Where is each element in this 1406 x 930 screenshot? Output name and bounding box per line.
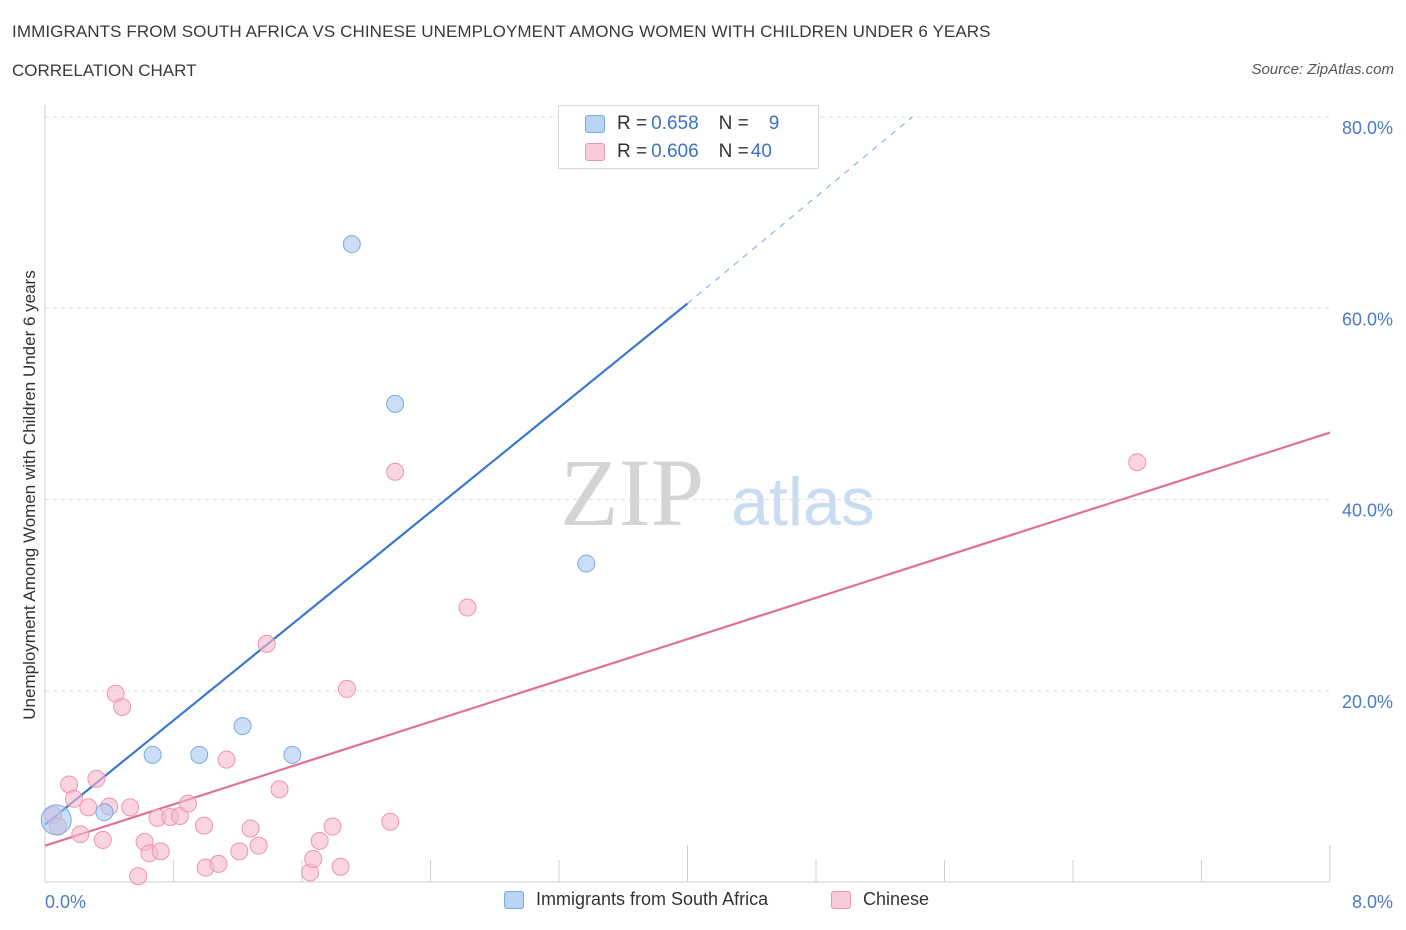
gridlines: [45, 116, 1330, 692]
chinese-point: [151, 842, 170, 861]
chinese-point: [195, 816, 214, 835]
watermark-zip: ZIP: [560, 439, 704, 546]
south-africa-trend-extension: [687, 116, 913, 304]
legend-row-south-africa: R = 0.658 N = 9: [585, 112, 779, 136]
chinese-points: [44, 453, 1147, 886]
chinese-point: [64, 789, 83, 808]
chinese-point: [93, 830, 112, 849]
legend-r-value: 0.658: [651, 113, 699, 134]
chinese-point: [386, 462, 405, 481]
chinese-point: [87, 769, 106, 788]
series-legend: Immigrants from South Africa Chinese: [0, 889, 1406, 915]
south-africa-point: [40, 804, 72, 836]
legend-item-chinese[interactable]: Chinese: [831, 889, 929, 910]
axes: [44, 105, 1331, 883]
chinese-trend-line: [44, 431, 1331, 847]
chinese-point: [257, 634, 276, 653]
legend-swatch-blue: [504, 890, 524, 909]
chart-subtitle: CORRELATION CHART: [12, 61, 197, 80]
chinese-point: [381, 812, 400, 831]
source-note: Source: ZipAtlas.com: [1251, 61, 1394, 78]
south-africa-point: [95, 803, 114, 822]
chinese-point: [323, 817, 342, 836]
south-africa-points: [40, 235, 596, 836]
legend-label-south-africa: Immigrants from South Africa: [536, 889, 769, 909]
tick-labels: 20.0% 40.0% 60.0% 80.0% 0.0% 8.0%: [45, 118, 1393, 912]
y-tick-label: 80.0%: [1342, 118, 1393, 138]
chinese-point: [331, 857, 350, 876]
x-tick-label: 0.0%: [45, 892, 86, 912]
south-africa-point: [190, 745, 209, 764]
chinese-point: [230, 842, 249, 861]
chinese-point: [270, 780, 289, 799]
chinese-point: [178, 794, 197, 813]
legend-r-value: 0.606: [651, 141, 699, 162]
chinese-point: [458, 598, 477, 617]
legend-r-label: R =: [617, 113, 648, 134]
legend-item-south-africa[interactable]: Immigrants from South Africa: [504, 889, 768, 910]
chinese-point: [1128, 453, 1147, 472]
y-tick-label: 20.0%: [1342, 692, 1393, 712]
south-africa-trend-line: [44, 302, 689, 826]
chinese-point: [304, 850, 323, 869]
south-africa-point: [143, 745, 162, 764]
chinese-point: [129, 867, 148, 886]
chinese-point: [113, 698, 132, 717]
legend-n-value: 9: [768, 113, 780, 134]
chinese-point: [337, 679, 356, 698]
legend-swatch-pink: [831, 890, 851, 909]
south-africa-point: [342, 235, 361, 254]
chinese-point: [310, 831, 329, 850]
watermark-atlas: atlas: [731, 464, 875, 540]
chinese-point: [209, 854, 228, 873]
chinese-point: [121, 798, 140, 817]
y-tick-label: 60.0%: [1342, 309, 1393, 329]
chinese-point: [241, 819, 260, 838]
south-africa-point: [233, 717, 252, 736]
south-africa-point: [386, 394, 405, 413]
chinese-point: [249, 836, 268, 855]
legend-swatch-blue: [585, 115, 605, 133]
trend-lines: [44, 116, 1331, 847]
chart-title: IMMIGRANTS FROM SOUTH AFRICA VS CHINESE …: [12, 22, 991, 41]
y-axis-label: Unemployment Among Women with Children U…: [20, 270, 39, 720]
legend-n-label: N =: [718, 113, 749, 134]
legend-row-chinese: R = 0.606 N = 40: [585, 140, 772, 164]
watermark: ZIP atlas: [560, 439, 875, 546]
legend-r-label: R =: [617, 141, 648, 162]
south-africa-point: [283, 745, 302, 764]
chinese-point: [79, 798, 98, 817]
chinese-point: [71, 825, 90, 844]
y-tick-label: 40.0%: [1342, 501, 1393, 521]
x-tick-label: 8.0%: [1352, 892, 1393, 912]
south-africa-point: [577, 554, 596, 573]
stats-legend: R = 0.658 N = 9 R = 0.606 N = 40: [558, 105, 819, 169]
chinese-point: [217, 750, 236, 769]
legend-n-label: N =: [718, 141, 749, 162]
legend-n-value: 40: [750, 141, 772, 162]
legend-label-chinese: Chinese: [863, 889, 930, 909]
legend-swatch-pink: [585, 143, 605, 161]
